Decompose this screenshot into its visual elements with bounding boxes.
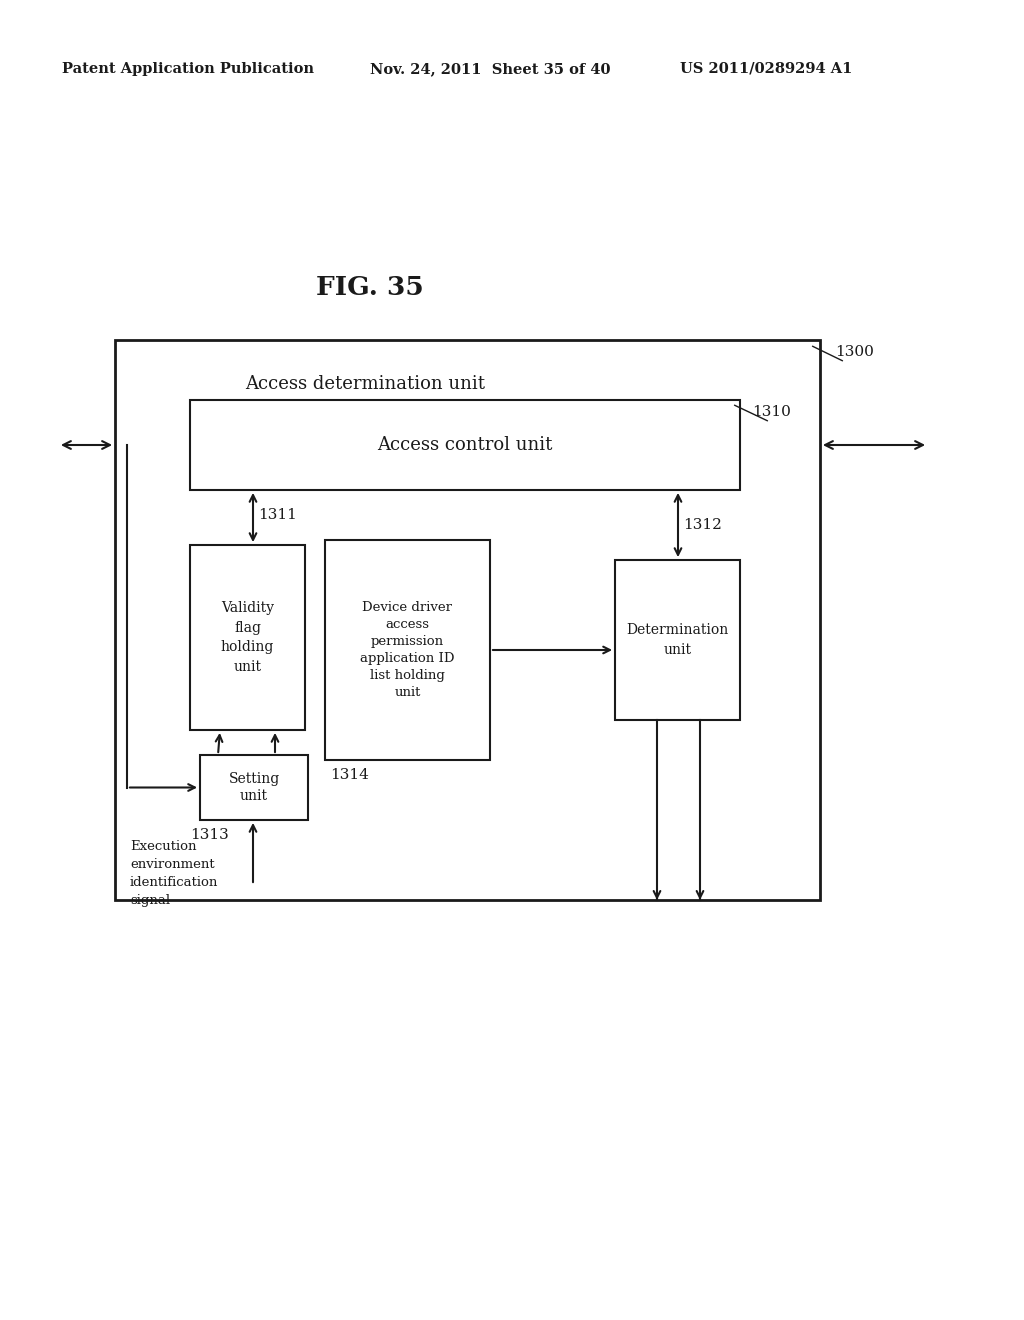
- Text: 1312: 1312: [683, 517, 722, 532]
- Text: Determination
unit: Determination unit: [627, 623, 729, 657]
- Text: Device driver
access
permission
application ID
list holding
unit: Device driver access permission applicat…: [360, 601, 455, 700]
- Text: Access determination unit: Access determination unit: [245, 375, 485, 393]
- Bar: [325, 540, 490, 760]
- Bar: [190, 400, 740, 490]
- Text: Execution
environment
identification
signal: Execution environment identification sig…: [130, 840, 218, 907]
- Text: 1300: 1300: [835, 345, 873, 359]
- Text: 1313: 1313: [190, 828, 228, 842]
- Text: Access control unit: Access control unit: [377, 436, 553, 454]
- Text: FIG. 35: FIG. 35: [316, 275, 424, 300]
- Bar: [190, 545, 305, 730]
- Text: 1311: 1311: [258, 508, 297, 521]
- Bar: [115, 341, 820, 900]
- Text: Nov. 24, 2011  Sheet 35 of 40: Nov. 24, 2011 Sheet 35 of 40: [370, 62, 610, 77]
- Text: Setting
unit: Setting unit: [228, 772, 280, 803]
- Text: Validity
flag
holding
unit: Validity flag holding unit: [221, 601, 274, 673]
- Text: Patent Application Publication: Patent Application Publication: [62, 62, 314, 77]
- Text: US 2011/0289294 A1: US 2011/0289294 A1: [680, 62, 852, 77]
- Text: 1314: 1314: [330, 768, 369, 781]
- Bar: [615, 560, 740, 719]
- Text: 1310: 1310: [752, 405, 791, 418]
- Bar: [200, 755, 308, 820]
